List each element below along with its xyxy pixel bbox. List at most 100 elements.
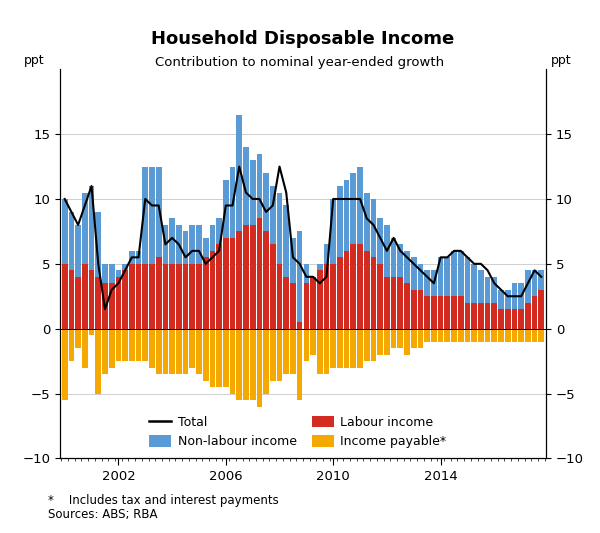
Bar [250, 225, 256, 329]
Bar [317, 264, 323, 270]
Bar [236, 329, 242, 400]
Bar [505, 329, 511, 342]
Bar [216, 244, 222, 329]
Bar [478, 270, 484, 303]
Bar [397, 244, 403, 277]
Bar [62, 329, 68, 400]
Bar [163, 329, 168, 374]
Bar [451, 296, 457, 329]
Bar [357, 244, 363, 329]
Bar [364, 329, 370, 361]
Bar [270, 329, 275, 381]
Bar [411, 290, 416, 329]
Bar [485, 277, 490, 303]
Bar [505, 309, 511, 329]
Bar [451, 251, 457, 296]
Bar [478, 329, 484, 342]
Bar [404, 329, 410, 354]
Bar [142, 167, 148, 264]
Bar [277, 264, 283, 329]
Text: Sources: ABS; RBA: Sources: ABS; RBA [48, 508, 157, 521]
Bar [209, 251, 215, 329]
Bar [411, 329, 416, 348]
Bar [129, 251, 134, 264]
Bar [209, 225, 215, 251]
Bar [445, 257, 450, 296]
Bar [323, 329, 329, 374]
Bar [458, 329, 464, 342]
Bar [498, 309, 504, 329]
Bar [176, 225, 182, 264]
Bar [243, 147, 249, 225]
Bar [149, 329, 155, 368]
Title: Household Disposable Income: Household Disposable Income [151, 30, 455, 49]
Bar [350, 244, 356, 329]
Bar [512, 309, 517, 329]
Bar [331, 264, 336, 329]
Bar [371, 257, 376, 329]
Bar [156, 329, 161, 374]
Bar [68, 270, 74, 329]
Bar [257, 329, 262, 407]
Bar [203, 238, 209, 257]
Bar [89, 186, 94, 270]
Bar [304, 284, 309, 329]
Bar [203, 329, 209, 381]
Bar [512, 284, 517, 309]
Bar [397, 329, 403, 348]
Bar [344, 180, 349, 251]
Bar [357, 329, 363, 368]
Bar [411, 257, 416, 290]
Bar [163, 225, 168, 264]
Bar [89, 329, 94, 335]
Bar [243, 225, 249, 329]
Bar [169, 329, 175, 374]
Bar [472, 329, 477, 342]
Bar [116, 329, 121, 361]
Bar [290, 238, 296, 284]
Bar [236, 231, 242, 329]
Bar [203, 257, 209, 329]
Bar [384, 225, 390, 277]
Bar [317, 270, 323, 329]
Bar [136, 251, 142, 264]
Bar [142, 264, 148, 329]
Bar [263, 231, 269, 329]
Bar [230, 329, 235, 393]
Bar [337, 186, 343, 257]
Bar [156, 166, 161, 257]
Bar [371, 329, 376, 361]
Bar [297, 231, 302, 322]
Bar [263, 173, 269, 231]
Bar [344, 329, 349, 368]
Bar [424, 329, 430, 342]
Bar [331, 329, 336, 368]
Bar [431, 270, 437, 296]
Bar [458, 251, 464, 296]
Bar [377, 219, 383, 264]
Bar [116, 277, 121, 329]
Bar [176, 264, 182, 329]
Bar [304, 264, 309, 284]
Bar [68, 329, 74, 361]
Bar [525, 270, 531, 303]
Bar [82, 329, 88, 368]
Bar [491, 303, 497, 329]
Bar [116, 270, 121, 277]
Bar [310, 329, 316, 354]
Bar [190, 329, 195, 368]
Bar [424, 296, 430, 329]
Bar [458, 296, 464, 329]
Bar [498, 290, 504, 309]
Bar [257, 219, 262, 329]
Bar [518, 329, 524, 342]
Bar [236, 115, 242, 231]
Bar [525, 329, 531, 342]
Bar [230, 166, 235, 238]
Bar [464, 303, 470, 329]
Bar [277, 192, 283, 264]
Bar [223, 329, 229, 387]
Bar [190, 264, 195, 329]
Bar [122, 329, 128, 361]
Bar [196, 225, 202, 264]
